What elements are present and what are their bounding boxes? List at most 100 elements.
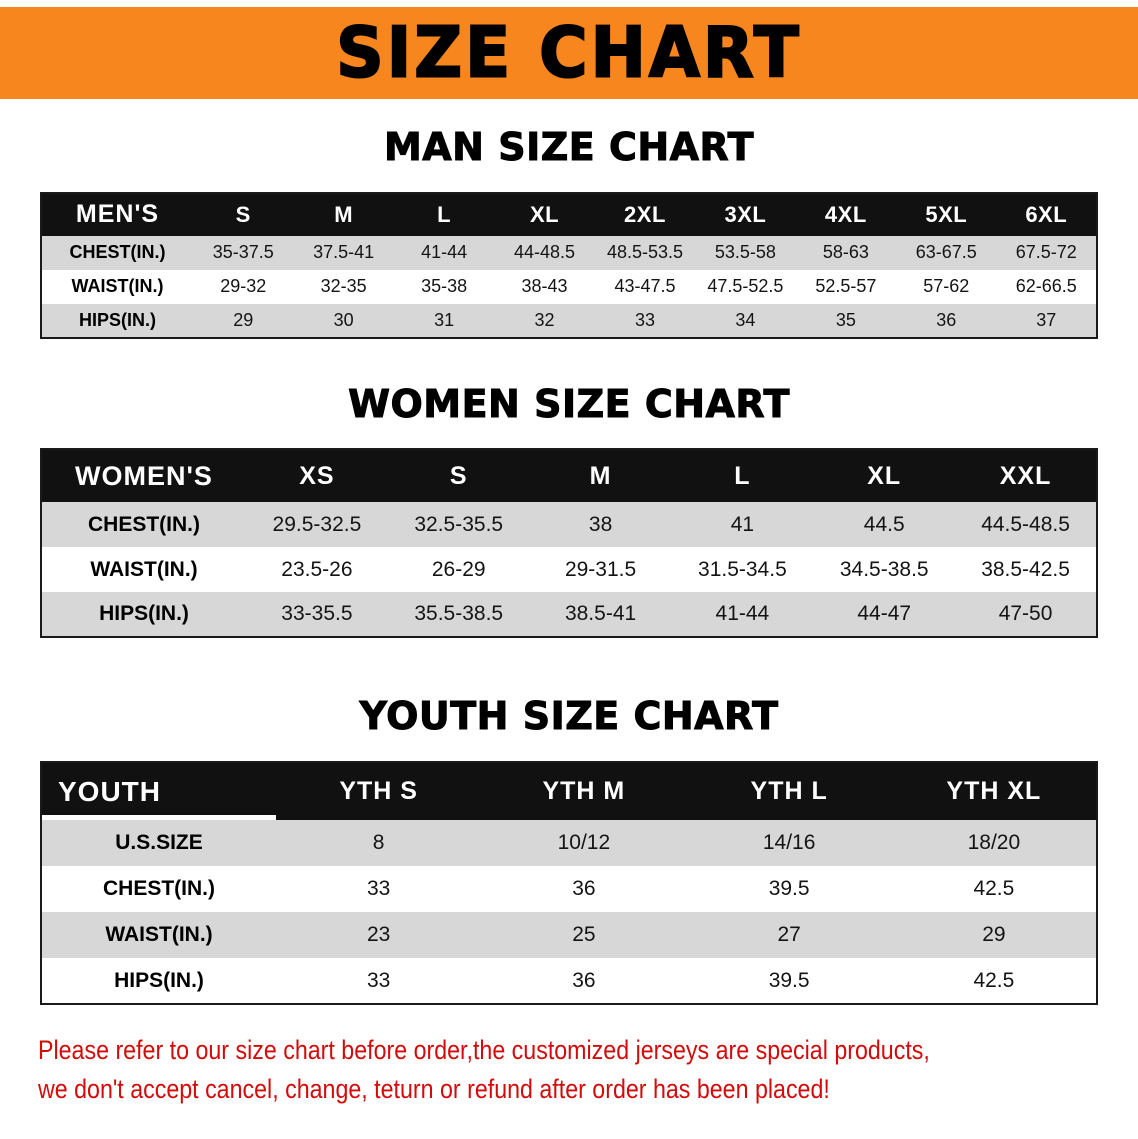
measure-row-label: WAIST(IN.): [90, 557, 198, 581]
size-col-header: XXL: [999, 461, 1052, 490]
size-value-cell: 41: [730, 512, 755, 536]
measure-row-label: WAIST(IN.): [105, 923, 213, 947]
size-value-cell: 37: [1036, 309, 1057, 330]
disclaimer-line-1: Please refer to our size chart before or…: [38, 1035, 930, 1066]
youth-chest-row: CHEST(IN.) 33 36 39.5 42.5: [41, 866, 1097, 913]
size-value-cell: 38.5-41: [564, 602, 637, 626]
measure-row-label: CHEST(IN.): [88, 512, 200, 536]
size-chart-banner: SIZE CHART: [0, 7, 1138, 99]
size-col-header: XL: [529, 201, 560, 227]
youth-section-heading: YOUTH SIZE CHART: [359, 694, 779, 739]
men-size-table: MEN'S S M L XL 2XL 3XL 4XL 5XL 6XL CHEST…: [40, 191, 1098, 339]
youth-ussize-row: U.S.SIZE 8 10/12 14/16 18/20: [41, 820, 1097, 867]
size-value-cell: 29.5-32.5: [272, 512, 362, 536]
size-col-header: M: [589, 461, 612, 490]
size-col-header: YTH L: [750, 777, 828, 806]
size-col-header: S: [449, 461, 468, 490]
size-value-cell: 44.5-48.5: [981, 512, 1070, 536]
size-value-cell: 29-32: [220, 276, 267, 297]
size-col-header: S: [235, 201, 251, 227]
measure-row-label: CHEST(IN.): [103, 877, 215, 901]
measure-row-label: HIPS(IN.): [114, 968, 204, 992]
size-value-cell: 33: [366, 968, 391, 992]
youth-size-table: YOUTH YTH S YTH M YTH L YTH XL U.S.SIZE …: [40, 761, 1098, 1006]
size-value-cell: 32.5-35.5: [414, 512, 504, 536]
size-value-cell: 38: [588, 512, 613, 536]
size-value-cell: 37.5-41: [313, 242, 375, 263]
size-col-header: YTH M: [542, 777, 626, 806]
size-value-cell: 48.5-53.5: [606, 242, 683, 263]
size-value-cell: 42.5: [973, 877, 1015, 901]
disclaimer-line-2: we don't accept cancel, change, teturn o…: [38, 1074, 830, 1105]
youth-header-row: YOUTH YTH S YTH M YTH L YTH XL: [41, 762, 1097, 821]
women-chest-row: CHEST(IN.) 29.5-32.5 32.5-35.5 38 41 44.…: [41, 502, 1097, 548]
men-chest-row: CHEST(IN.) 35-37.5 37.5-41 41-44 44-48.5…: [41, 235, 1097, 270]
size-value-cell: 36: [572, 877, 596, 901]
size-value-cell: 42.5: [973, 968, 1015, 992]
size-value-cell: 29-31.5: [564, 557, 637, 581]
size-value-cell: 39.5: [768, 877, 810, 901]
size-col-header: 5XL: [925, 201, 968, 227]
size-value-cell: 34: [735, 309, 756, 330]
size-col-header: XS: [299, 461, 335, 490]
size-value-cell: 33-35.5: [281, 602, 353, 626]
size-value-cell: 23.5-26: [281, 557, 353, 581]
size-value-cell: 35-37.5: [212, 242, 274, 263]
size-value-cell: 36: [572, 968, 596, 992]
size-value-cell: 53.5-58: [714, 242, 776, 263]
measure-row-label: U.S.SIZE: [115, 831, 203, 855]
size-value-cell: 32: [534, 309, 555, 330]
size-value-cell: 67.5-72: [1015, 242, 1077, 263]
women-section-heading: WOMEN SIZE CHART: [348, 381, 790, 426]
men-header-row: MEN'S S M L XL 2XL 3XL 4XL 5XL 6XL: [41, 192, 1097, 236]
size-value-cell: 58-63: [822, 242, 869, 263]
size-value-cell: 36: [936, 309, 957, 330]
size-value-cell: 52.5-57: [815, 276, 877, 297]
size-value-cell: 31: [434, 309, 455, 330]
size-col-header: 2XL: [624, 201, 666, 227]
disclaimer-note: Please refer to our size chart before or…: [38, 1031, 1138, 1109]
size-col-header: L: [734, 461, 751, 490]
size-value-cell: 31.5-34.5: [698, 557, 787, 581]
size-value-cell: 62-66.5: [1015, 276, 1077, 297]
size-value-cell: 44-47: [857, 602, 912, 626]
size-value-cell: 14/16: [762, 831, 816, 855]
size-value-cell: 41-44: [421, 242, 468, 263]
size-value-cell: 38.5-42.5: [981, 557, 1070, 581]
women-size-table: WOMEN'S XS S M L XL XXL CHEST(IN.) 29.5-…: [40, 448, 1098, 639]
size-value-cell: 43-47.5: [614, 276, 676, 297]
women-hips-row: HIPS(IN.) 33-35.5 35.5-38.5 38.5-41 41-4…: [41, 592, 1097, 638]
size-value-cell: 57-62: [923, 276, 970, 297]
size-value-cell: 41-44: [715, 602, 770, 626]
size-value-cell: 29: [982, 923, 1006, 947]
size-value-cell: 8: [372, 831, 385, 855]
table-corner-label: YOUTH: [41, 762, 276, 820]
youth-waist-row: WAIST(IN.) 23 25 27 29: [41, 912, 1097, 959]
size-chart-page: SIZE CHART MAN SIZE CHART MEN'S S M L XL…: [0, 7, 1138, 1109]
size-value-cell: 32-35: [320, 276, 367, 297]
size-value-cell: 18/20: [967, 831, 1021, 855]
measure-row-label: HIPS(IN.): [78, 309, 156, 330]
size-value-cell: 47.5-52.5: [707, 276, 784, 297]
size-value-cell: 34.5-38.5: [839, 557, 929, 581]
size-value-cell: 38-43: [521, 276, 568, 297]
men-waist-row: WAIST(IN.) 29-32 32-35 35-38 38-43 43-47…: [41, 269, 1097, 304]
men-section-heading: MAN SIZE CHART: [383, 125, 755, 169]
size-value-cell: 35-38: [421, 276, 468, 297]
size-value-cell: 30: [333, 309, 354, 330]
women-waist-row: WAIST(IN.) 23.5-26 26-29 29-31.5 31.5-34…: [41, 547, 1097, 593]
measure-row-label: HIPS(IN.): [99, 602, 189, 626]
size-value-cell: 33: [634, 309, 655, 330]
size-value-cell: 33: [366, 877, 391, 901]
size-col-header: 4XL: [824, 201, 867, 227]
size-value-cell: 63-67.5: [915, 242, 977, 263]
size-value-cell: 23: [366, 923, 391, 947]
size-col-header: 3XL: [724, 201, 767, 227]
size-value-cell: 27: [777, 923, 801, 947]
page-title: SIZE CHART: [335, 11, 802, 94]
women-header-row: WOMEN'S XS S M L XL XXL: [41, 449, 1097, 503]
measure-row-label: CHEST(IN.): [69, 242, 166, 263]
size-value-cell: 44-48.5: [514, 242, 576, 263]
men-hips-row: HIPS(IN.) 29 30 31 32 33 34 35 36 37: [41, 303, 1097, 338]
size-value-cell: 39.5: [768, 968, 810, 992]
